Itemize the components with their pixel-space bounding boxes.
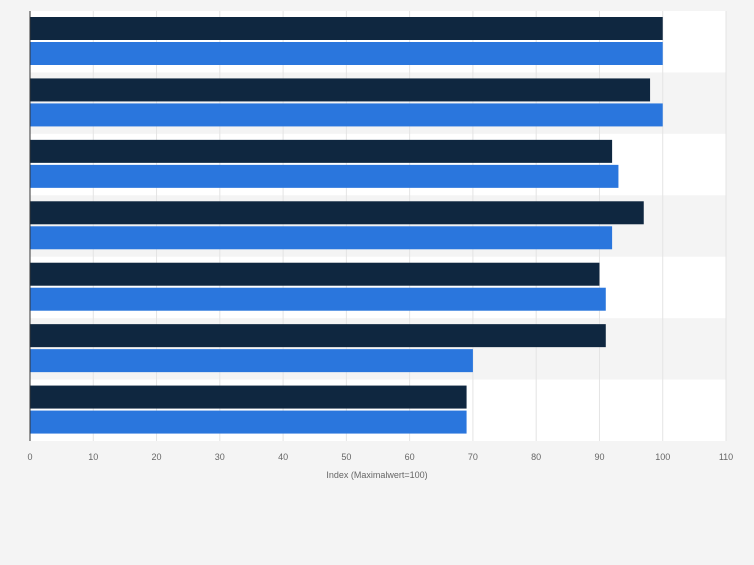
x-tick-label: 70 [468,452,478,462]
x-tick-label: 110 [719,452,733,462]
bar [30,385,467,409]
bar [30,410,467,434]
bar [30,201,644,225]
x-tick-label: 100 [655,452,670,462]
bar [30,17,663,40]
bar [30,287,606,311]
x-tick-label: 80 [531,452,541,462]
x-tick-label: 90 [594,452,604,462]
bar [30,262,600,286]
x-tick-labels: 0 10 20 30 40 50 60 70 80 90 100 110 [27,452,733,462]
x-tick-label: 10 [88,452,98,462]
bar [30,139,613,163]
x-tick-label: 60 [405,452,415,462]
x-tick-label: 20 [152,452,162,462]
x-tick-label: 50 [341,452,351,462]
x-axis-label: Index (Maximalwert=100) [326,470,427,480]
bars [30,17,663,434]
x-tick-label: 30 [215,452,225,462]
x-tick-label: 0 [27,452,32,462]
bar [30,103,663,127]
x-tick-label: 40 [278,452,288,462]
bar [30,226,613,250]
bar [30,78,651,102]
bar [30,324,606,348]
bar [30,164,619,188]
bar [30,349,473,373]
bar [30,42,663,65]
